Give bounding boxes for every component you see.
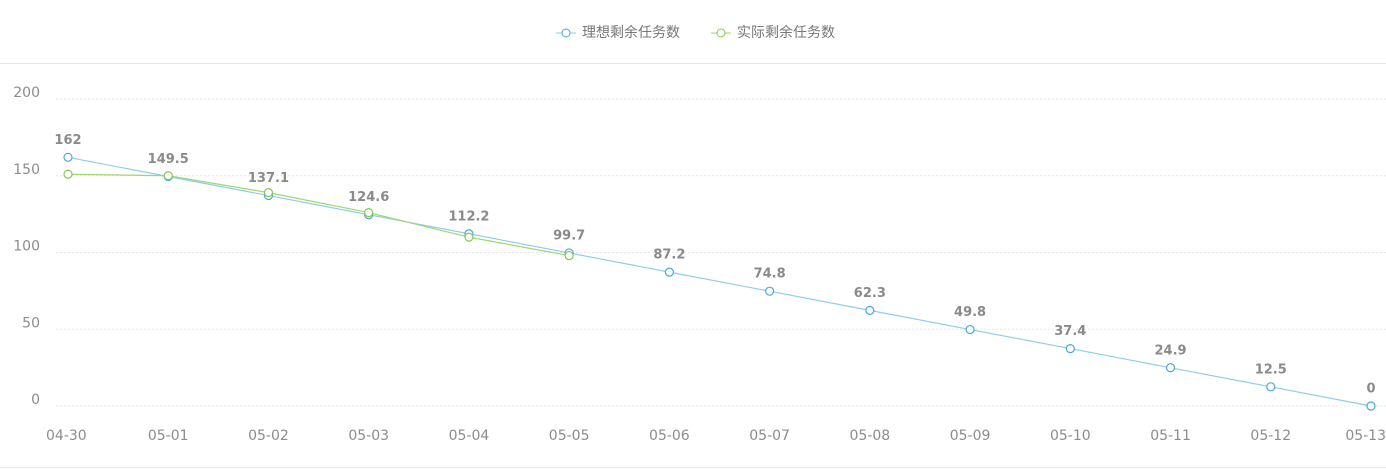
legend: 理想剩余任务数 实际剩余任务数: [556, 24, 835, 41]
point: [1266, 382, 1276, 392]
data-label: 124.6: [348, 190, 389, 205]
y-tick-label: 200: [13, 85, 40, 101]
y-tick-label: 150: [13, 162, 40, 178]
point: [965, 324, 975, 335]
point: [765, 286, 775, 296]
x-tick-label: 05-01: [148, 428, 189, 444]
x-tick-label: 05-02: [248, 428, 289, 444]
data-label: 112.2: [448, 209, 489, 224]
data-label: 24.9: [1154, 343, 1186, 358]
x-tick-label: 05-12: [1250, 428, 1291, 444]
point: [364, 207, 374, 218]
y-tick-label: 100: [13, 239, 40, 255]
data-label: 149.5: [148, 152, 189, 167]
series-line: [67, 156, 1372, 407]
legend-label[interactable]: 理想剩余任务数: [582, 24, 680, 41]
data-label: 49.8: [954, 305, 986, 320]
legend-marker: [716, 28, 726, 38]
x-tick-label: 04-30: [46, 428, 87, 444]
point: [1366, 401, 1376, 411]
data-label: 87.2: [653, 248, 685, 263]
x-tick-label: 05-06: [649, 428, 690, 444]
x-tick-label: 05-08: [850, 428, 891, 444]
point: [1165, 363, 1176, 373]
data-label: 37.4: [1054, 324, 1086, 339]
x-tick-label: 05-09: [950, 428, 991, 444]
point: [1065, 343, 1075, 354]
point: [63, 169, 73, 179]
legend-marker: [561, 28, 571, 38]
data-label: 12.5: [1255, 362, 1287, 377]
data-label: 137.1: [248, 171, 289, 186]
legend-label[interactable]: 实际剩余任务数: [737, 24, 835, 41]
x-tick-label: 05-11: [1150, 428, 1191, 444]
point: [464, 232, 474, 242]
data-label: 62.3: [854, 286, 886, 301]
point: [664, 267, 674, 277]
point: [163, 171, 173, 181]
series-line: [67, 173, 570, 257]
x-tick-label: 05-03: [348, 428, 389, 444]
x-tick-label: 05-04: [449, 428, 490, 444]
point: [564, 250, 574, 261]
y-tick-label: 0: [31, 392, 40, 408]
x-tick-label: 05-10: [1050, 428, 1091, 444]
point: [63, 152, 73, 162]
data-label: 0: [1366, 382, 1375, 397]
data-label: 74.8: [754, 267, 786, 282]
data-label: 162: [54, 133, 81, 148]
point: [865, 305, 875, 315]
x-tick-label: 05-07: [749, 428, 790, 444]
x-tick-label: 05-05: [549, 428, 590, 444]
y-tick-label: 50: [22, 315, 40, 331]
data-label: 99.7: [553, 228, 585, 243]
point: [263, 188, 274, 198]
x-tick-label: 05-13: [1345, 428, 1386, 444]
